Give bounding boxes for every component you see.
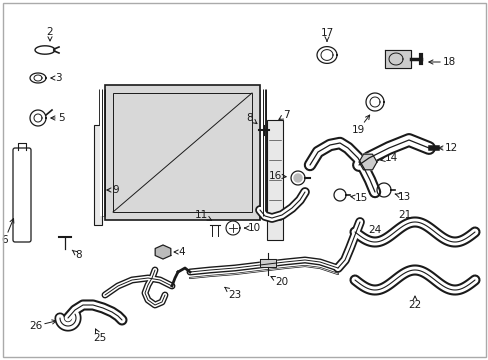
Text: 26: 26 bbox=[29, 320, 56, 331]
FancyBboxPatch shape bbox=[266, 120, 283, 240]
Text: 20: 20 bbox=[270, 276, 287, 287]
Text: 5: 5 bbox=[51, 113, 64, 123]
Text: 21: 21 bbox=[398, 210, 414, 222]
Text: 16: 16 bbox=[268, 171, 285, 181]
Text: 8: 8 bbox=[72, 250, 81, 260]
Text: 15: 15 bbox=[350, 193, 367, 203]
Text: 13: 13 bbox=[394, 192, 410, 202]
Text: 23: 23 bbox=[224, 287, 241, 300]
Text: 9: 9 bbox=[107, 185, 119, 195]
Text: 12: 12 bbox=[438, 143, 457, 153]
Text: 6: 6 bbox=[1, 219, 14, 245]
Text: 19: 19 bbox=[351, 115, 369, 135]
Text: 2: 2 bbox=[46, 27, 53, 41]
Polygon shape bbox=[358, 154, 376, 170]
Text: 4: 4 bbox=[174, 247, 184, 257]
Text: 8: 8 bbox=[246, 113, 256, 123]
Text: 14: 14 bbox=[380, 153, 397, 163]
Text: 24: 24 bbox=[361, 225, 381, 238]
FancyBboxPatch shape bbox=[13, 148, 31, 242]
Text: 3: 3 bbox=[51, 73, 61, 83]
Text: 1: 1 bbox=[266, 147, 284, 157]
Text: 11: 11 bbox=[194, 210, 211, 220]
Text: 25: 25 bbox=[93, 329, 106, 343]
Bar bbox=[105, 85, 260, 220]
Bar bbox=[113, 93, 251, 212]
Text: 18: 18 bbox=[428, 57, 455, 67]
Text: 7: 7 bbox=[278, 110, 289, 120]
Polygon shape bbox=[384, 50, 410, 68]
Polygon shape bbox=[293, 174, 302, 182]
Polygon shape bbox=[155, 245, 170, 259]
FancyBboxPatch shape bbox=[94, 125, 102, 225]
Text: 22: 22 bbox=[407, 296, 421, 310]
Text: 10: 10 bbox=[244, 223, 261, 233]
Text: 17: 17 bbox=[320, 28, 333, 41]
